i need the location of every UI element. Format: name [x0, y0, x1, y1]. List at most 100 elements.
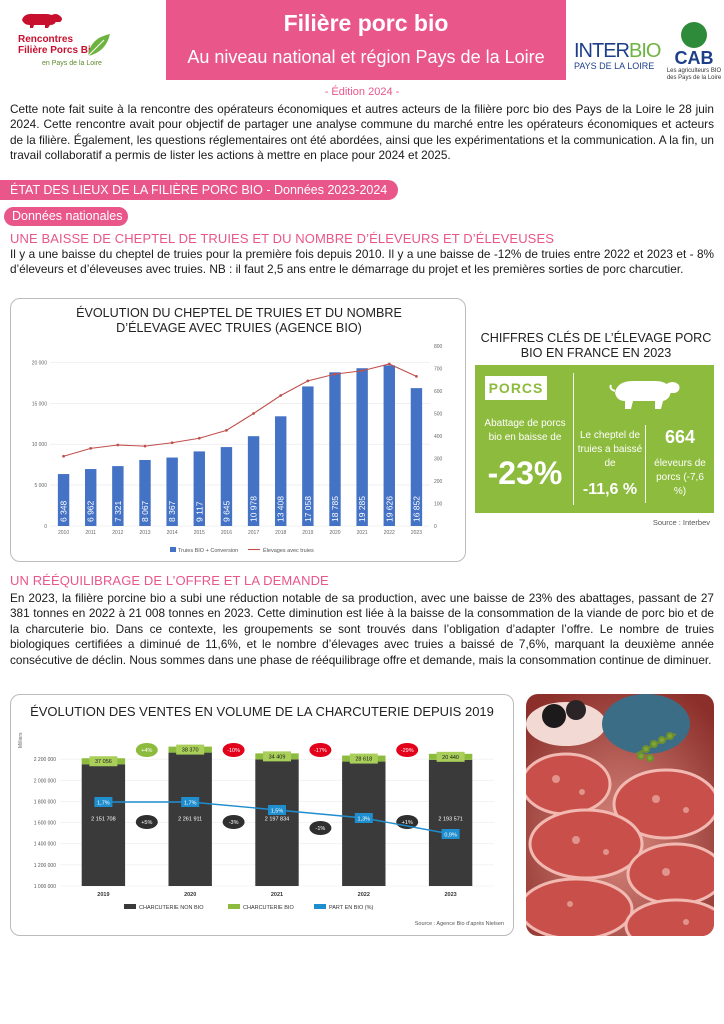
bar-value-label: 6 962 — [86, 500, 96, 522]
chart1-frame — [10, 298, 466, 562]
y-tick-label: 2 200 000 — [34, 757, 56, 763]
pig-icon — [609, 381, 680, 409]
legend-swatch-truies — [170, 547, 176, 552]
nonbio-value-label: 2 151 708 — [91, 816, 115, 822]
legend-swatch — [228, 904, 240, 909]
x-tick-label: 2021 — [271, 892, 283, 898]
nonbio-variation-bubble — [222, 815, 245, 829]
logo-rencontres: Rencontres Filière Porcs Bio en Pays de … — [14, 8, 114, 78]
section-title-bar: ÉTAT DES LIEUX DE LA FILIÈRE PORC BIO - … — [0, 180, 398, 200]
nonbio-variation-label: +1% — [402, 820, 413, 826]
eleveurs-value: 664 — [664, 427, 696, 447]
chart2-frame — [10, 694, 514, 936]
key-figures-panel: PORCS Abattage de porcs bio en baisse de… — [475, 365, 714, 513]
x-tick-label: 2020 — [329, 530, 340, 536]
y-tick-label: 1 000 000 — [34, 884, 56, 890]
y-tick-label: 0 — [44, 524, 47, 530]
bio-value-label: 38 370 — [182, 748, 199, 754]
porcs-label: PORCS — [485, 376, 547, 400]
bar-truies — [356, 368, 368, 526]
y2-tick-label: 500 — [434, 412, 443, 418]
point-elevages — [116, 443, 120, 447]
bio-value-label: 34 409 — [269, 754, 286, 760]
bar-truies — [166, 457, 178, 526]
cheptel-value: -11,6 % — [582, 481, 638, 498]
cab-tagline: Les agriculteurs BIO des Pays de la Loir… — [666, 68, 722, 81]
bar-value-label: 10 978 — [249, 496, 259, 522]
part-bio-marker — [354, 813, 373, 823]
bar-truies — [193, 451, 205, 526]
interbio-bio: BIO — [629, 40, 661, 62]
y2-tick-label: 200 — [434, 479, 443, 485]
bio-label-bg — [436, 751, 465, 762]
nonbio-value-label: 2 197 834 — [265, 816, 289, 822]
heading-baisse: UNE BAISSE DE CHEPTEL DE TRUIES ET DU NO… — [10, 231, 554, 246]
point-elevages — [89, 446, 93, 450]
legend-label: PART EN BIO (%) — [329, 905, 373, 911]
cab-circle-icon — [681, 22, 707, 48]
bar-value-label: 19 626 — [384, 496, 394, 522]
x-tick-label: 2019 — [302, 530, 313, 536]
y2-tick-label: 800 — [434, 344, 443, 350]
interbio-region: PAYS DE LA LOIRE — [574, 61, 655, 71]
bar-truies — [85, 469, 97, 526]
point-elevages — [62, 454, 65, 458]
intro-paragraph: Cette note fait suite à la rencontre des… — [10, 102, 714, 163]
bar-truies — [410, 388, 423, 526]
y-tick-label: 20 000 — [32, 360, 48, 366]
bio-variation-label: -17% — [314, 748, 327, 754]
x-tick-label: 2015 — [194, 530, 205, 536]
y-tick-label: 1 200 000 — [34, 863, 56, 869]
y2-tick-label: 100 — [434, 502, 443, 508]
bar-truies — [247, 436, 260, 526]
bio-value-label: 37 056 — [95, 759, 112, 765]
chart2-title: ÉVOLUTION DES VENTES EN VOLUME DE LA CHA… — [30, 704, 494, 719]
bar-nonbio — [255, 759, 299, 886]
x-tick-label: 2023 — [444, 892, 456, 898]
part-bio-marker — [94, 797, 113, 807]
point-elevages — [197, 436, 201, 440]
point-elevages — [279, 394, 283, 397]
part-bio-label: 1,7% — [184, 801, 197, 807]
abattage-value: -23% — [487, 455, 563, 491]
paragraph-baisse: Il y a une baisse du cheptel de truies p… — [10, 247, 714, 277]
bar-nonbio — [81, 764, 126, 886]
x-tick-label: 2014 — [167, 530, 178, 536]
bio-label-bg — [89, 756, 118, 767]
bio-label-bg — [176, 744, 205, 755]
nonbio-value-label: 2 193 571 — [438, 816, 462, 822]
point-elevages — [143, 444, 147, 448]
bio-value-label: 20 440 — [442, 755, 459, 761]
nonbio-variation-label: -3% — [229, 820, 239, 826]
divider — [573, 373, 574, 505]
chart1-title: ÉVOLUTION DU CHEPTEL DE TRUIES ET DU NOM… — [76, 306, 402, 335]
bar-value-label: 17 058 — [303, 496, 313, 522]
x-tick-label: 2022 — [358, 892, 370, 898]
part-bio-label: 1,7% — [97, 801, 110, 807]
bio-variation-label: -10% — [227, 748, 240, 754]
bar-value-label: 8 367 — [167, 500, 177, 522]
subsection-pill: Données nationales — [4, 207, 128, 226]
nonbio-variation-label: -1% — [316, 826, 326, 832]
cheptel-label: Le cheptel de truies a baissé de — [577, 430, 643, 469]
page-subtitle: Au niveau national et région Pays de la … — [187, 47, 545, 67]
x-tick-label: 2013 — [139, 530, 150, 536]
bar-value-label: 8 067 — [140, 500, 150, 522]
bio-variation-bubble — [222, 743, 245, 757]
bar-truies — [383, 365, 395, 526]
y2-tick-label: 600 — [434, 389, 443, 395]
leaf-icon — [87, 34, 110, 57]
y2-tick-label: 400 — [434, 434, 443, 440]
point-elevages — [387, 362, 391, 366]
x-tick-label: 2023 — [411, 530, 422, 536]
line-elevages — [63, 363, 417, 457]
bar-value-label: 18 785 — [330, 496, 340, 522]
key-figures-title: CHIFFRES CLÉS DE L’ÉLEVAGE PORC BIO EN F… — [480, 331, 712, 360]
bio-variation-label: +4% — [141, 748, 152, 754]
part-bio-label: 1,3% — [358, 817, 371, 823]
bio-value-label: 28 618 — [355, 757, 372, 763]
bar-truies — [329, 372, 341, 526]
logo-line-2: Filière Porcs Bio — [18, 45, 97, 56]
charcuterie-image — [526, 694, 714, 936]
nonbio-variation-label: +5% — [141, 820, 152, 826]
